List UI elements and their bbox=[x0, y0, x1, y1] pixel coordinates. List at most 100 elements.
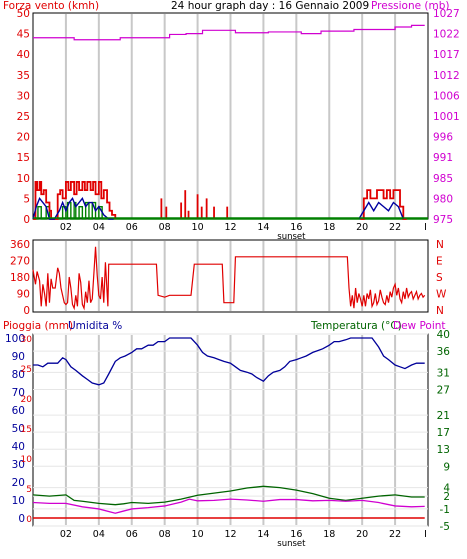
pressure-y-tick-10: 1027 bbox=[433, 8, 460, 20]
pressure-y-tick-6: 1006 bbox=[433, 90, 460, 102]
dir-y-tick-0: 0 bbox=[23, 305, 30, 317]
series-wind-avg-tail bbox=[358, 201, 404, 220]
wind-y-tick-3: 15 bbox=[17, 152, 30, 164]
x-tick-label-temp-6: 14 bbox=[257, 529, 269, 540]
x-tick-label-temp-10: 22 bbox=[389, 529, 401, 540]
temp-y-tick-3: 4 bbox=[443, 483, 450, 495]
series-dewpoint bbox=[32, 498, 425, 514]
direction-panel-frame bbox=[32, 239, 429, 313]
pressure-y-tick-2: 985 bbox=[433, 173, 453, 185]
rain-label: Pioggia (mm) bbox=[3, 320, 74, 332]
x-tick-label-wind-4: 10 bbox=[192, 222, 204, 233]
pressure-y-tick-0: 975 bbox=[433, 214, 453, 226]
wind-y-tick-4: 20 bbox=[17, 132, 30, 144]
header-left-label: Forza vento (kmh) bbox=[3, 0, 100, 12]
dir-y-tick-4: 360 bbox=[10, 239, 30, 251]
wind-y-tick-8: 40 bbox=[17, 49, 30, 61]
temp-y-tick-10: 36 bbox=[437, 346, 451, 358]
wind-y-tick-2: 10 bbox=[17, 173, 30, 185]
wind-y-tick-7: 35 bbox=[17, 70, 30, 82]
wind-y-tick-5: 25 bbox=[17, 111, 30, 123]
pressure-y-tick-9: 1022 bbox=[433, 29, 460, 41]
x-tick-label-wind-2: 06 bbox=[126, 222, 138, 233]
pressure-y-tick-3: 991 bbox=[433, 152, 453, 164]
dir-y-tick-1: 90 bbox=[17, 289, 30, 301]
humidity-y-tick-1: 10 bbox=[12, 495, 25, 507]
pressure-y-tick-7: 1012 bbox=[433, 70, 460, 82]
dir-compass-2: S bbox=[436, 272, 443, 284]
x-tick-label-wind-6: 14 bbox=[257, 222, 269, 233]
humidity-y-tick-8: 80 bbox=[12, 369, 25, 381]
temp-y-tick-8: 27 bbox=[437, 384, 450, 396]
x-tick-label-wind-7: 16 bbox=[290, 222, 302, 233]
temp-y-tick-9: 31 bbox=[437, 367, 450, 379]
x-tick-label-temp-2: 06 bbox=[126, 529, 138, 540]
x-tick-label-wind-3: 08 bbox=[159, 222, 171, 233]
dir-compass-0: N bbox=[436, 239, 444, 251]
rain-y-tick-6: 30 bbox=[21, 335, 33, 345]
humidity-y-tick-4: 40 bbox=[12, 441, 25, 453]
rain-y-tick-1: 5 bbox=[26, 485, 32, 495]
dir-y-tick-3: 270 bbox=[10, 256, 30, 268]
x-tick-label-wind-10: 22 bbox=[389, 222, 401, 233]
dir-compass-4: N bbox=[436, 305, 444, 317]
temp-y-tick-7: 21 bbox=[437, 410, 450, 422]
temp-y-tick-6: 17 bbox=[437, 427, 450, 439]
temp-y-tick-5: 13 bbox=[437, 444, 450, 456]
rain-y-tick-4: 20 bbox=[21, 395, 33, 405]
series-humidity bbox=[33, 337, 425, 386]
pressure-y-tick-8: 1017 bbox=[433, 49, 460, 61]
pressure-y-tick-1: 980 bbox=[433, 193, 453, 205]
x-tick-label-wind-0: 02 bbox=[60, 222, 72, 233]
x-tick-label-wind-9: 20 bbox=[356, 222, 368, 233]
humidity-y-tick-2: 20 bbox=[12, 477, 25, 489]
temp-y-tick-1: -1 bbox=[440, 504, 450, 516]
sunset-label-top: sunset bbox=[277, 232, 306, 242]
x-tick-end-temp: I bbox=[424, 529, 427, 540]
header-title: 24 hour graph day : 16 Gennaio 2009 bbox=[171, 0, 370, 12]
rain-y-tick-5: 25 bbox=[21, 365, 32, 375]
humidity-y-tick-5: 50 bbox=[12, 423, 25, 435]
dir-compass-3: W bbox=[436, 289, 447, 301]
series-wind-direction bbox=[32, 246, 426, 311]
dir-y-tick-2: 180 bbox=[10, 272, 30, 284]
header-right-label: Pressione (mb) bbox=[371, 0, 450, 12]
x-tick-label-wind-1: 04 bbox=[93, 222, 105, 233]
series-wind-max-tail bbox=[360, 189, 407, 220]
x-tick-label-temp-1: 04 bbox=[93, 529, 105, 540]
x-tick-label-temp-9: 20 bbox=[356, 529, 368, 540]
dewpoint-label: Dew Point bbox=[393, 320, 446, 332]
series-wind-max bbox=[33, 181, 117, 220]
rain-y-tick-0: 0 bbox=[26, 515, 32, 525]
x-tick-label-temp-3: 08 bbox=[159, 529, 171, 540]
x-tick-label-wind-8: 18 bbox=[323, 222, 335, 233]
humidity-y-tick-6: 60 bbox=[12, 405, 25, 417]
sunset-label-bottom: sunset bbox=[277, 539, 306, 549]
x-tick-label-temp-5: 12 bbox=[224, 529, 236, 540]
wind-y-tick-1: 5 bbox=[23, 193, 30, 205]
temp-y-tick-0: -5 bbox=[440, 521, 450, 533]
wind-y-tick-10: 50 bbox=[17, 8, 30, 20]
pressure-y-tick-4: 996 bbox=[433, 132, 453, 144]
x-tick-label-temp-7: 16 bbox=[290, 529, 302, 540]
x-tick-label-wind-5: 12 bbox=[224, 222, 236, 233]
x-tick-label-temp-8: 18 bbox=[323, 529, 335, 540]
x-tick-label-temp-4: 10 bbox=[192, 529, 204, 540]
humidity-label: Umidita % bbox=[68, 320, 123, 332]
humidity-y-tick-9: 90 bbox=[12, 351, 25, 363]
x-tick-end-wind: I bbox=[424, 222, 427, 233]
wind-y-tick-6: 30 bbox=[17, 90, 30, 102]
pressure-y-tick-5: 1001 bbox=[433, 111, 460, 123]
temperature-label: Temperatura (°C) bbox=[311, 320, 402, 332]
series-temperature bbox=[32, 485, 425, 506]
humidity-y-tick-7: 70 bbox=[12, 387, 25, 399]
wind-y-tick-0: 0 bbox=[23, 214, 30, 226]
humidity-y-tick-10: 100 bbox=[5, 333, 25, 345]
humidity-y-tick-0: 0 bbox=[18, 513, 25, 525]
temp-y-tick-11: 40 bbox=[437, 329, 450, 341]
series-pressure bbox=[33, 24, 425, 41]
temp-y-tick-4: 9 bbox=[443, 461, 450, 473]
x-tick-label-temp-0: 02 bbox=[60, 529, 72, 540]
